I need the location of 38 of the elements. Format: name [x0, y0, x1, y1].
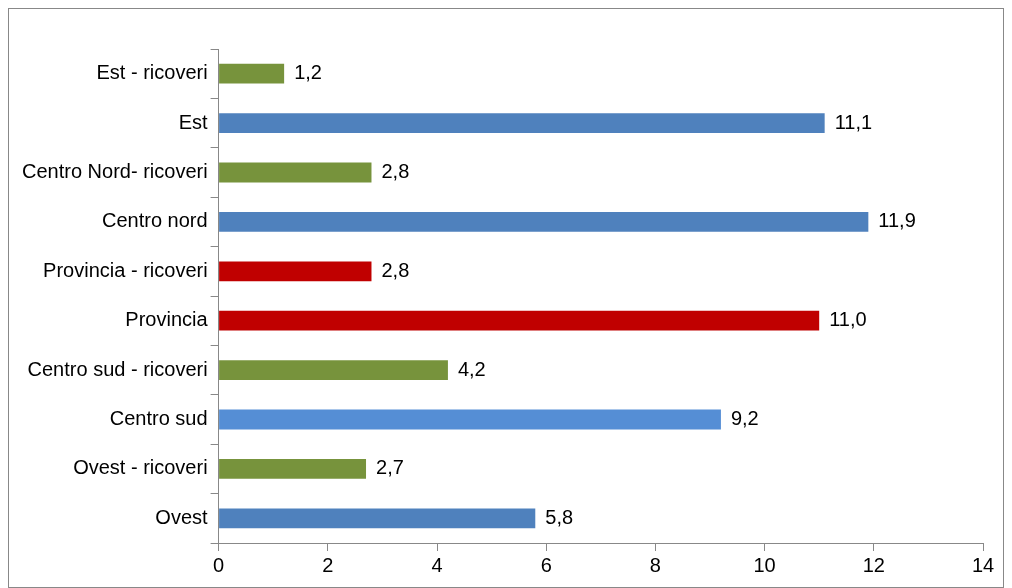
data-label: 2,8 [381, 160, 410, 183]
x-tick-label: 8 [649, 553, 661, 576]
data-label: 11,9 [878, 209, 916, 232]
bar [219, 459, 367, 479]
data-label: 1,2 [294, 61, 322, 84]
y-tick-label: Centro nord [101, 209, 208, 232]
x-tick-label: 14 [971, 553, 995, 576]
bar [219, 261, 372, 282]
y-tick-label: Provincia [125, 308, 209, 331]
y-tick-label: Centro Nord- ricoveri [22, 160, 208, 183]
y-tick-label: Ovest [155, 505, 209, 528]
data-label: 2,7 [376, 456, 404, 479]
y-tick-label: Est [178, 110, 209, 133]
data-label: 2,8 [381, 258, 410, 281]
y-tick-label: Centro sud - ricoveri [27, 357, 208, 380]
data-label: 5,8 [545, 505, 574, 528]
y-tick-label: Est - ricoveri [96, 61, 208, 84]
data-label: 11,0 [829, 308, 867, 331]
data-label: 4,2 [457, 357, 486, 380]
y-tick-label: Ovest - ricoveri [73, 456, 208, 479]
x-tick-label: 0 [213, 553, 225, 576]
y-tick-label: Provincia - ricoveri [43, 258, 208, 281]
x-tick-label: 6 [540, 553, 552, 576]
data-label: 9,2 [730, 407, 759, 430]
bar [219, 212, 869, 232]
bar [219, 360, 448, 380]
bar [219, 508, 536, 529]
x-tick-label: 4 [431, 553, 443, 576]
bar [219, 63, 285, 84]
bar [219, 113, 825, 133]
bar [219, 162, 372, 183]
bar [219, 310, 820, 331]
bar [219, 409, 721, 430]
x-tick-label: 12 [862, 553, 885, 576]
y-tick-label: Centro sud [109, 407, 208, 430]
data-label: 11,1 [834, 110, 873, 133]
x-tick-label: 10 [753, 553, 776, 576]
x-tick-label: 2 [322, 553, 334, 576]
